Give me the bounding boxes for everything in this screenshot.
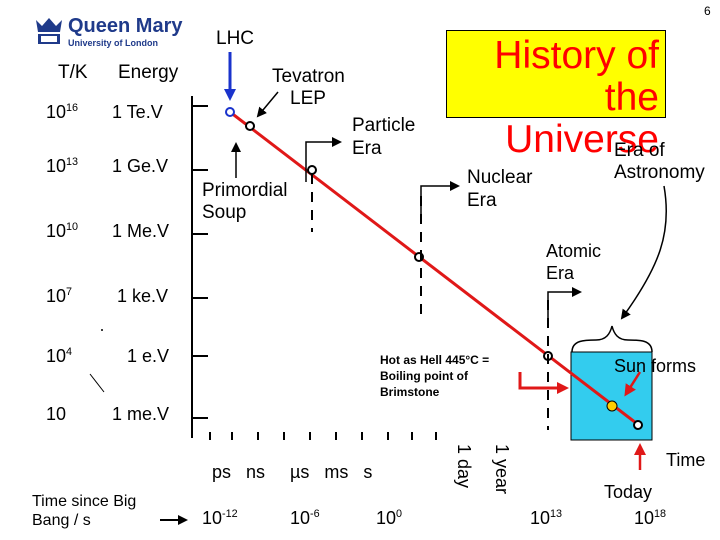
- time-axis-ticks: [209, 432, 437, 440]
- energy-label: 1 Ge.V: [112, 156, 169, 176]
- logo-subtitle: University of London: [68, 38, 158, 48]
- astronomy-arrow: [620, 185, 668, 320]
- time-tick-label: 10-6: [290, 508, 320, 528]
- hot-as-hell-note: Hot as Hell 445°C = Boiling point of Bri…: [380, 353, 490, 399]
- sun-forms-label: Sun forms: [614, 356, 697, 376]
- page-title: History of the Universe: [494, 34, 659, 161]
- energy-label: 1 Me.V: [112, 221, 170, 241]
- today-label: Today: [604, 482, 653, 502]
- atomic-era-label: Atomic Era: [546, 241, 602, 283]
- nuclear-era-label: Nuclear Era: [467, 167, 533, 211]
- temp-label: 1016: [46, 102, 79, 122]
- time-tick-label: 10-12: [202, 508, 238, 528]
- temp-label: 107: [46, 286, 73, 306]
- particle-era-marker: [307, 165, 317, 175]
- tevatron-lep-marker: [245, 121, 255, 131]
- energy-label: 1 me.V: [112, 404, 170, 424]
- sun-forms-arrow: [624, 371, 642, 397]
- today-marker: [633, 420, 643, 430]
- one-year-label: 1 year: [492, 444, 512, 495]
- sun-forms-dot: [606, 400, 618, 412]
- era-arrows: [231, 91, 668, 320]
- lhc-marker: [225, 107, 235, 117]
- one-day-label: 1 day: [454, 444, 474, 489]
- lhc-label: LHC: [216, 28, 255, 49]
- time-tick-label: 100: [376, 508, 403, 528]
- time-label: Time: [666, 450, 706, 470]
- atomic-era-arrow: [547, 287, 582, 318]
- logo: Queen Mary University of London: [32, 14, 182, 54]
- crown-shield-icon: [36, 18, 62, 44]
- tevatron-arrow: [256, 91, 279, 118]
- time-caption: Time since Big Bang / s: [32, 493, 137, 529]
- nuclear-era-arrow: [420, 181, 460, 216]
- primordial-soup-label: Primordial Soup: [202, 180, 288, 223]
- time-tick-label: 1013: [530, 508, 563, 528]
- vertical-axis-ticks: [192, 105, 208, 419]
- cosmic-history-line: [229, 110, 641, 428]
- astronomy-brace: [571, 325, 653, 353]
- temp-label: 10: [46, 404, 67, 424]
- logo-name: Queen Mary: [68, 15, 183, 37]
- energy-header: Energy: [118, 62, 179, 83]
- lep-label: LEP: [290, 88, 326, 109]
- hot-as-hell-arrow: [518, 372, 569, 394]
- time-units: ps ns µs ms s: [212, 462, 373, 482]
- energy-label: 1 Te.V: [112, 102, 163, 122]
- particle-era-label: Particle Era: [352, 115, 416, 159]
- energy-label: 1 ke.V: [117, 286, 169, 306]
- cooling-tick: [89, 373, 105, 393]
- page-number: 6: [704, 4, 711, 18]
- stray-dot: [101, 329, 103, 331]
- particle-era-arrow: [305, 137, 342, 182]
- temp-label: 1010: [46, 221, 79, 241]
- temp-label: 104: [46, 346, 73, 366]
- time-tick-label: 1018: [634, 508, 667, 528]
- temperature-header: T/K: [58, 62, 88, 83]
- tevatron-label: Tevatron: [272, 66, 345, 87]
- era-of-astronomy-label: Era of Astronomy: [614, 140, 705, 183]
- energy-label: 1 e.V: [127, 346, 170, 366]
- title-box: History of the Universe: [446, 30, 666, 161]
- temp-label: 1013: [46, 156, 79, 176]
